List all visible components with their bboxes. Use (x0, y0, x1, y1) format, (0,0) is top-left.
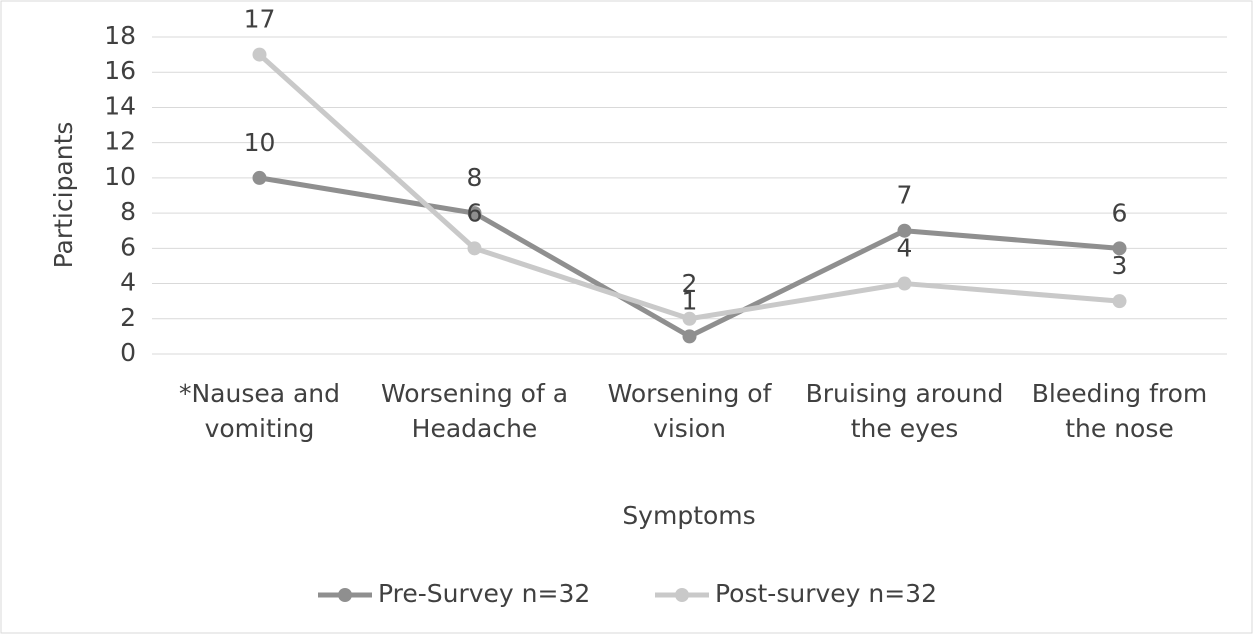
y-tick-label: 14 (104, 91, 136, 120)
x-tick-label: Bruising around the eyes (805, 379, 1004, 443)
data-point (467, 241, 482, 256)
data-point (467, 206, 482, 221)
y-axis-title: Participants (49, 122, 78, 269)
y-tick-label: 18 (104, 21, 136, 50)
y-tick-label: 0 (120, 338, 136, 367)
y-tick-label: 10 (104, 162, 136, 191)
y-tick-label: 8 (120, 197, 136, 226)
x-tick-label: *Nausea and vomiting (178, 379, 341, 443)
data-point (252, 170, 267, 185)
y-tick-label: 4 (120, 268, 136, 297)
data-label: 6 (1112, 198, 1128, 227)
data-label: 7 (897, 181, 913, 210)
x-tick-label: Bleeding from the nose (1031, 379, 1208, 443)
data-point (1112, 294, 1127, 309)
data-label: 4 (897, 234, 913, 263)
x-axis-title: Symptoms (622, 501, 755, 530)
y-tick-label: 16 (104, 56, 136, 85)
y-tick-label: 12 (104, 127, 136, 156)
data-label: 8 (467, 163, 483, 192)
y-tick-label: 2 (120, 303, 136, 332)
y-tick-label: 6 (120, 232, 136, 261)
data-point (1112, 241, 1127, 256)
data-label: 2 (682, 269, 698, 298)
data-point (252, 47, 267, 62)
data-point (897, 276, 912, 291)
legend-label: Post-survey n=32 (715, 579, 937, 608)
data-label: 3 (1112, 251, 1128, 280)
data-label: 17 (244, 5, 276, 34)
data-label: 10 (244, 128, 276, 157)
data-point (682, 329, 697, 344)
data-point (682, 311, 697, 326)
legend-label: Pre-Survey n=32 (378, 579, 590, 608)
data-label: 6 (467, 198, 483, 227)
data-point (897, 223, 912, 238)
x-tick-label: Worsening of vision (607, 379, 772, 443)
x-tick-label: Worsening of a Headache (380, 379, 569, 443)
legend-marker (675, 588, 689, 602)
legend-marker (338, 588, 352, 602)
data-label: 1 (682, 286, 698, 315)
